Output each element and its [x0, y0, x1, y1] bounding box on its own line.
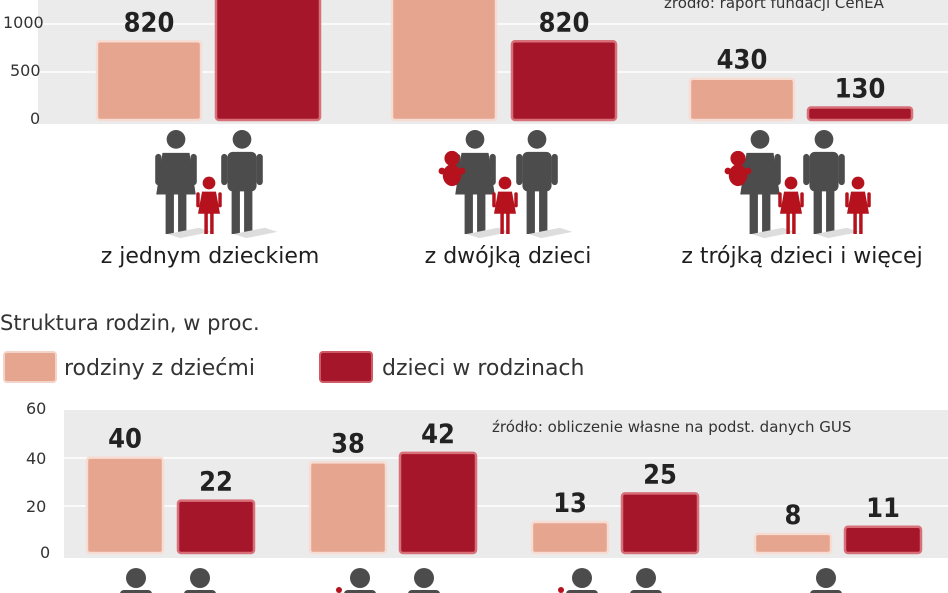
child-figure [492, 176, 518, 234]
family-two-children-icon [438, 130, 573, 239]
bottom-value-label: 13 [553, 488, 587, 519]
child-figure [778, 176, 804, 234]
bottom-bar-children [176, 499, 256, 555]
family-icon-1 [120, 568, 216, 593]
person-head [350, 568, 370, 588]
top-value-label: 430 [717, 45, 768, 76]
top-bars: 82014204301690820130 [95, 0, 914, 122]
top-bar-children [214, 0, 322, 122]
family-icon-2 [336, 568, 440, 593]
person-body [344, 590, 376, 593]
baby-figure [724, 150, 752, 187]
top-ytick: 0 [30, 109, 40, 128]
top-value-label: 130 [835, 74, 886, 105]
top-category-label: z dwójką dzieci [425, 244, 592, 269]
person-body [810, 590, 842, 593]
bottom-bar-families [85, 456, 165, 555]
bottom-bar-families [308, 461, 388, 555]
bottom-bar-families [530, 520, 610, 555]
top-bar-children [806, 106, 914, 122]
top-category-label: z trójką dzieci i więcej [681, 244, 922, 269]
person-body [184, 590, 216, 593]
bottom-bar-children [620, 492, 700, 555]
family-one-child-icon [155, 130, 278, 239]
person-head [414, 568, 434, 588]
bottom-icons [120, 568, 842, 593]
top-value-label: 820 [539, 7, 590, 38]
legend-swatch-families [3, 351, 57, 383]
baby-figure [438, 150, 466, 187]
top-category-label: z jednym dzieckiem [101, 244, 320, 269]
legend-swatch-children [319, 351, 373, 383]
top-ytick: 1000 [3, 13, 44, 32]
baby-hint [336, 587, 342, 593]
person-body [630, 590, 662, 593]
bottom-value-label: 38 [331, 428, 365, 459]
bottom-ytick: 0 [40, 543, 50, 562]
person-head [816, 568, 836, 588]
person-head [636, 568, 656, 588]
bottom-value-label: 40 [108, 424, 142, 455]
bottom-ytick: 60 [26, 399, 46, 418]
person-head [572, 568, 592, 588]
family-three-children-icon [724, 130, 871, 239]
father-figure [516, 130, 573, 239]
bottom-source: źródło: obliczenie własne na podst. dany… [492, 418, 851, 436]
child-figure [196, 176, 222, 234]
top-bar-children [510, 40, 618, 122]
legend: rodziny z dziećmi dzieci w rodzinach [3, 351, 584, 383]
mother-figure [155, 130, 212, 239]
top-bar-families [95, 40, 203, 122]
bottom-value-label: 11 [866, 493, 900, 524]
top-chart: 1000 500 0 źródło: raport fundacji CenEA… [3, 0, 948, 269]
person-body [120, 590, 152, 593]
top-bar-families [390, 0, 498, 122]
father-figure [221, 130, 278, 239]
bottom-bar-families [753, 532, 833, 555]
person-body [408, 590, 440, 593]
top-source: źródło: raport fundacji CenEA [664, 0, 885, 12]
top-value-label: 820 [124, 7, 175, 38]
person-head [190, 568, 210, 588]
legend-label: rodziny z dziećmi [64, 356, 255, 381]
legend-label: dzieci w rodzinach [382, 356, 584, 381]
bottom-chart-title: Struktura rodzin, w proc. [0, 311, 260, 335]
family-icon-3 [558, 568, 662, 593]
baby-hint [558, 587, 564, 593]
bottom-bar-children [843, 525, 923, 555]
child-figure [845, 176, 871, 234]
bottom-chart: Struktura rodzin, w proc. rodziny z dzie… [0, 311, 948, 562]
bottom-value-label: 25 [643, 459, 677, 490]
bottom-value-label: 42 [421, 419, 455, 450]
bottom-value-label: 22 [199, 467, 233, 498]
person-head [126, 568, 146, 588]
bottom-value-label: 8 [785, 500, 802, 531]
top-ytick: 500 [10, 61, 41, 80]
top-bar-families [688, 77, 796, 122]
father-figure [803, 130, 860, 239]
family-icon-4 [810, 568, 842, 593]
bottom-ytick: 40 [26, 449, 46, 468]
mother-figure [454, 130, 511, 239]
bottom-bar-children [398, 451, 478, 555]
bottom-bars: 40 38 13 8 22 42 25 11 [85, 419, 923, 555]
person-body [566, 590, 598, 593]
bottom-ytick: 20 [26, 497, 46, 516]
top-icons [155, 130, 871, 239]
